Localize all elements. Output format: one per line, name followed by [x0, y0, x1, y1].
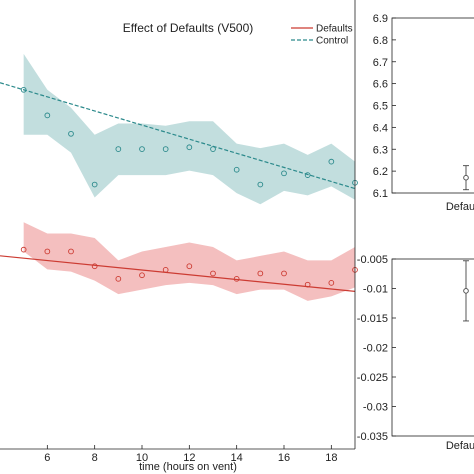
main-chart: Effect of Defaults (V500) 6 8 10 12 14 16 18 t… — [0, 0, 358, 473]
x-tick-label: 16 — [278, 452, 290, 464]
point-control — [162, 146, 169, 152]
point-control — [115, 146, 122, 152]
point-control — [257, 181, 264, 188]
chart-title: Effect of Defaults (V500) — [123, 21, 254, 35]
y-tick-label: 6.7 — [373, 57, 388, 69]
confidence-bands — [23, 53, 356, 301]
x-tick-label: 12 — [183, 452, 195, 464]
legend: Defaults Control — [291, 24, 353, 47]
point-control — [233, 166, 240, 173]
legend-label-control: Control — [316, 36, 348, 47]
inset-chart-top: 6.1 6.2 6.3 6.4 6.5 6.6 6.7 6.8 6.9 Defaults — [373, 13, 474, 213]
point-defaults — [44, 248, 51, 255]
point-defaults — [162, 266, 169, 273]
y-tick-label: -0.035 — [357, 431, 388, 443]
point-control — [68, 130, 74, 137]
point-control — [186, 144, 193, 151]
y-tick-label: -0.03 — [363, 402, 388, 414]
point-control — [20, 86, 27, 93]
y-tick-label: -0.025 — [357, 372, 388, 384]
y-tick-label: -0.005 — [357, 254, 388, 266]
band-control — [23, 53, 356, 205]
mean-point — [463, 288, 469, 294]
data-points — [20, 86, 358, 288]
y-tick-label: 6.8 — [373, 35, 388, 47]
x-axis: 6 8 10 12 14 16 18 — [0, 0, 356, 464]
y-tick-label: 6.4 — [373, 122, 388, 134]
x-tick-label: 8 — [92, 452, 98, 464]
point-control — [139, 146, 145, 152]
point-defaults — [115, 275, 122, 282]
point-defaults — [281, 270, 287, 277]
fit-line-control — [0, 82, 356, 190]
inset-chart-bottom: -0.005 -0.01 -0.015 -0.02 -0.025 -0.03 -0.035 D… — [357, 254, 474, 452]
x-tick-label: 14 — [231, 452, 243, 464]
fit-line-defaults — [0, 255, 356, 292]
point-defaults — [328, 280, 335, 286]
point-defaults — [210, 270, 216, 277]
point-control — [210, 146, 216, 152]
x-tick-label: 6 — [44, 452, 50, 464]
inset-frame — [391, 258, 474, 437]
y-tick-label: 6.2 — [373, 166, 388, 178]
y-tick-label: 6.1 — [373, 188, 388, 200]
point-defaults — [233, 275, 240, 282]
point-defaults — [304, 281, 311, 288]
inset-frame — [391, 17, 474, 194]
mean-point — [463, 174, 469, 181]
point-control — [91, 181, 98, 188]
point-defaults — [20, 246, 27, 253]
point-defaults — [186, 263, 193, 270]
point-control — [304, 172, 311, 178]
point-defaults — [91, 263, 98, 270]
y-tick-label: -0.01 — [363, 284, 388, 296]
x-tick-label: 10 — [136, 452, 148, 464]
y-tick-label: 6.5 — [373, 101, 388, 113]
point-control — [328, 158, 335, 165]
point-defaults — [68, 248, 74, 255]
y-tick-label: 6.6 — [373, 79, 388, 91]
point-control — [281, 170, 287, 177]
trend-lines — [0, 82, 356, 292]
point-defaults — [257, 270, 264, 277]
x-tick-label: Defaults — [446, 440, 474, 452]
point-control — [44, 112, 51, 119]
y-tick-label: 6.3 — [373, 144, 388, 156]
band-defaults — [23, 222, 356, 301]
y-tick-label: 6.9 — [373, 13, 388, 25]
y-tick-label: -0.015 — [357, 313, 388, 325]
x-tick-label: 18 — [325, 452, 337, 464]
legend-label-defaults: Defaults — [316, 24, 353, 35]
point-defaults — [139, 272, 145, 279]
x-axis-label: time (hours on vent) — [139, 461, 237, 473]
x-tick-label: Defaults — [446, 201, 474, 213]
y-tick-label: -0.02 — [363, 343, 388, 355]
